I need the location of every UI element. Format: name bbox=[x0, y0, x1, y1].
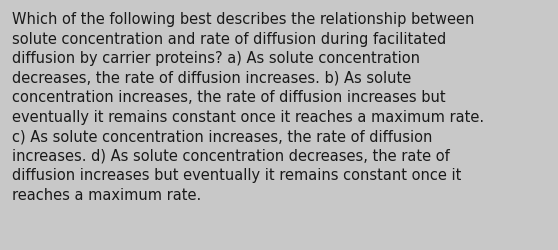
Text: Which of the following best describes the relationship between
solute concentrat: Which of the following best describes th… bbox=[12, 12, 484, 202]
